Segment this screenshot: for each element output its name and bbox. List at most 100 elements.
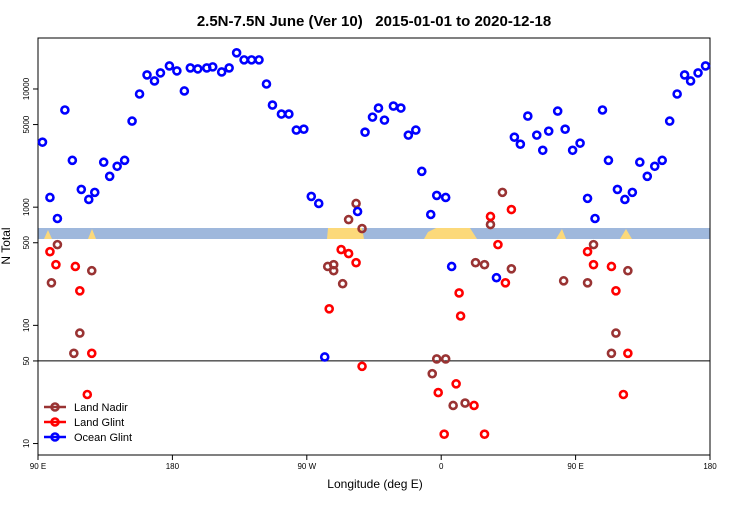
- point: [360, 127, 370, 137]
- plot-frame: [37, 37, 711, 456]
- x-tick-label: 180: [703, 462, 717, 471]
- y-axis-label: N Total: [0, 227, 13, 264]
- point: [75, 286, 85, 296]
- point: [83, 194, 94, 205]
- point: [523, 111, 533, 121]
- point: [104, 171, 115, 182]
- point: [396, 103, 406, 113]
- y-tick-label: 50: [22, 356, 31, 365]
- point: [618, 389, 629, 400]
- point: [172, 66, 182, 76]
- point: [657, 155, 668, 166]
- land-patch: [44, 230, 52, 239]
- point: [460, 398, 470, 408]
- land-patch: [88, 229, 96, 239]
- point: [224, 63, 234, 73]
- point: [427, 368, 438, 379]
- ocean-strip: [38, 228, 710, 239]
- point: [51, 259, 61, 270]
- point: [491, 272, 502, 283]
- point: [343, 248, 354, 259]
- point: [192, 64, 203, 74]
- series: [45, 204, 633, 439]
- point: [328, 259, 339, 270]
- point: [672, 89, 682, 99]
- point: [446, 261, 457, 272]
- point: [306, 191, 317, 202]
- point: [506, 263, 517, 274]
- point: [254, 55, 264, 65]
- point: [149, 76, 160, 86]
- point: [231, 48, 242, 58]
- point: [588, 259, 599, 270]
- point: [351, 257, 361, 268]
- series: [37, 48, 711, 362]
- point: [89, 187, 100, 198]
- point: [46, 278, 57, 288]
- point: [127, 116, 137, 126]
- point: [588, 239, 599, 250]
- point: [411, 125, 421, 135]
- point: [493, 239, 503, 250]
- point: [69, 348, 79, 359]
- point: [440, 354, 451, 364]
- y-tick-label: 100: [22, 318, 31, 332]
- point: [620, 194, 630, 205]
- point: [403, 130, 414, 140]
- point: [509, 132, 520, 142]
- point: [261, 79, 272, 89]
- point: [567, 145, 578, 156]
- point: [119, 155, 130, 166]
- x-tick-label: 180: [166, 462, 180, 471]
- land-patch: [327, 228, 364, 239]
- y-tick-label: 5000: [22, 115, 31, 133]
- point: [440, 192, 451, 203]
- point: [649, 161, 660, 172]
- point: [623, 348, 633, 359]
- point: [37, 137, 48, 147]
- point: [284, 109, 294, 119]
- point: [343, 214, 354, 225]
- point: [500, 278, 511, 288]
- chart-title: 2.5N-7.5N June (Ver 10) 2015-01-01 to 20…: [197, 13, 551, 30]
- legend-marker: [50, 417, 60, 427]
- point: [560, 124, 570, 134]
- x-tick-label: 90 E: [30, 462, 46, 471]
- point: [627, 187, 638, 198]
- point: [86, 265, 97, 276]
- point: [76, 184, 87, 195]
- point: [606, 261, 617, 272]
- land-patch: [424, 228, 477, 239]
- point: [179, 86, 190, 96]
- point: [590, 213, 600, 224]
- point: [485, 211, 496, 222]
- point: [336, 244, 346, 255]
- map-strip: [38, 228, 710, 239]
- point: [537, 145, 548, 156]
- legend-label: Ocean Glint: [74, 432, 132, 444]
- point: [142, 70, 152, 80]
- point: [319, 352, 330, 362]
- point: [86, 348, 97, 359]
- y-tick-label: 500: [22, 236, 31, 250]
- legend-marker: [50, 402, 60, 412]
- point: [67, 155, 78, 166]
- point: [431, 354, 442, 364]
- land-patch: [556, 229, 566, 239]
- point: [379, 115, 390, 125]
- point: [448, 400, 458, 411]
- legend-marker: [50, 432, 60, 442]
- series: [46, 187, 633, 411]
- point: [558, 276, 569, 286]
- point: [454, 288, 464, 298]
- point: [267, 100, 278, 110]
- point: [52, 213, 63, 224]
- point: [60, 105, 70, 115]
- point: [470, 257, 481, 268]
- point: [52, 239, 63, 250]
- point: [543, 126, 554, 136]
- point: [313, 198, 324, 209]
- point: [582, 193, 593, 204]
- point: [642, 171, 653, 182]
